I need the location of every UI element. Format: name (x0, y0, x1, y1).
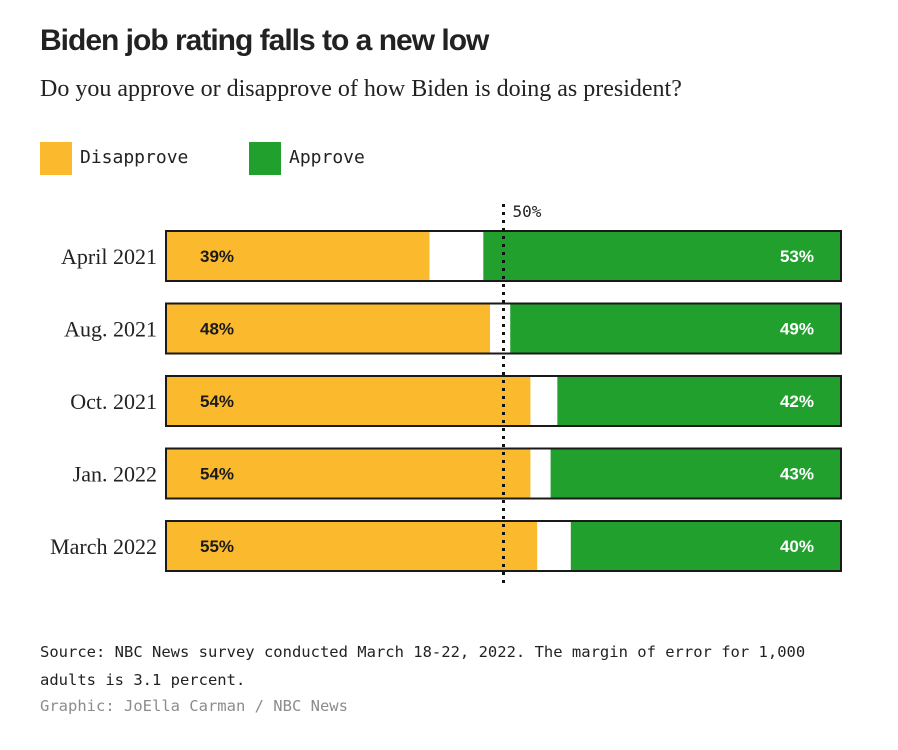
data-label-approve: 43% (780, 465, 814, 484)
category-label: Oct. 2021 (70, 389, 157, 414)
legend-label-approve: Approve (289, 147, 365, 168)
category-label: Jan. 2022 (73, 462, 157, 487)
bar-disapprove-segment (167, 304, 491, 353)
data-label-approve: 49% (780, 320, 814, 339)
bar-disapprove-segment (167, 232, 430, 280)
category-label: March 2022 (50, 534, 157, 559)
bar-approve-segment (483, 232, 840, 280)
data-label-disapprove: 39% (200, 247, 234, 266)
bar-approve-segment (510, 304, 840, 353)
reference-line-label: 50% (513, 202, 542, 221)
data-label-approve: 40% (780, 537, 814, 556)
data-label-approve: 42% (780, 392, 814, 411)
chart-subtitle: Do you approve or disapprove of how Bide… (40, 76, 682, 102)
graphic-credit: Graphic: JoElla Carman / NBC News (40, 697, 348, 715)
bar-chart: April 2021 39% 53% Aug. 2021 48% 49% Oct. 2021… (50, 202, 842, 588)
data-label-disapprove: 55% (200, 537, 234, 556)
legend-label-disapprove: Disapprove (80, 147, 189, 168)
data-label-disapprove: 48% (200, 320, 234, 339)
data-label-approve: 53% (780, 247, 814, 266)
data-label-disapprove: 54% (200, 465, 234, 484)
bar-disapprove-segment (167, 449, 531, 498)
legend-swatch-approve (249, 142, 281, 175)
category-label: Aug. 2021 (64, 317, 157, 342)
legend-swatch-disapprove (40, 142, 72, 175)
bar-disapprove-segment (167, 377, 531, 425)
data-label-disapprove: 54% (200, 392, 234, 411)
bar-approve-segment (550, 449, 840, 498)
source-note: Source: NBC News survey conducted March … (40, 643, 806, 689)
bar-approve-segment (570, 522, 840, 570)
bar-disapprove-segment (167, 522, 538, 570)
chart-title: Biden job rating falls to a new low (40, 24, 489, 57)
category-label: April 2021 (61, 244, 157, 269)
bar-approve-segment (557, 377, 840, 425)
